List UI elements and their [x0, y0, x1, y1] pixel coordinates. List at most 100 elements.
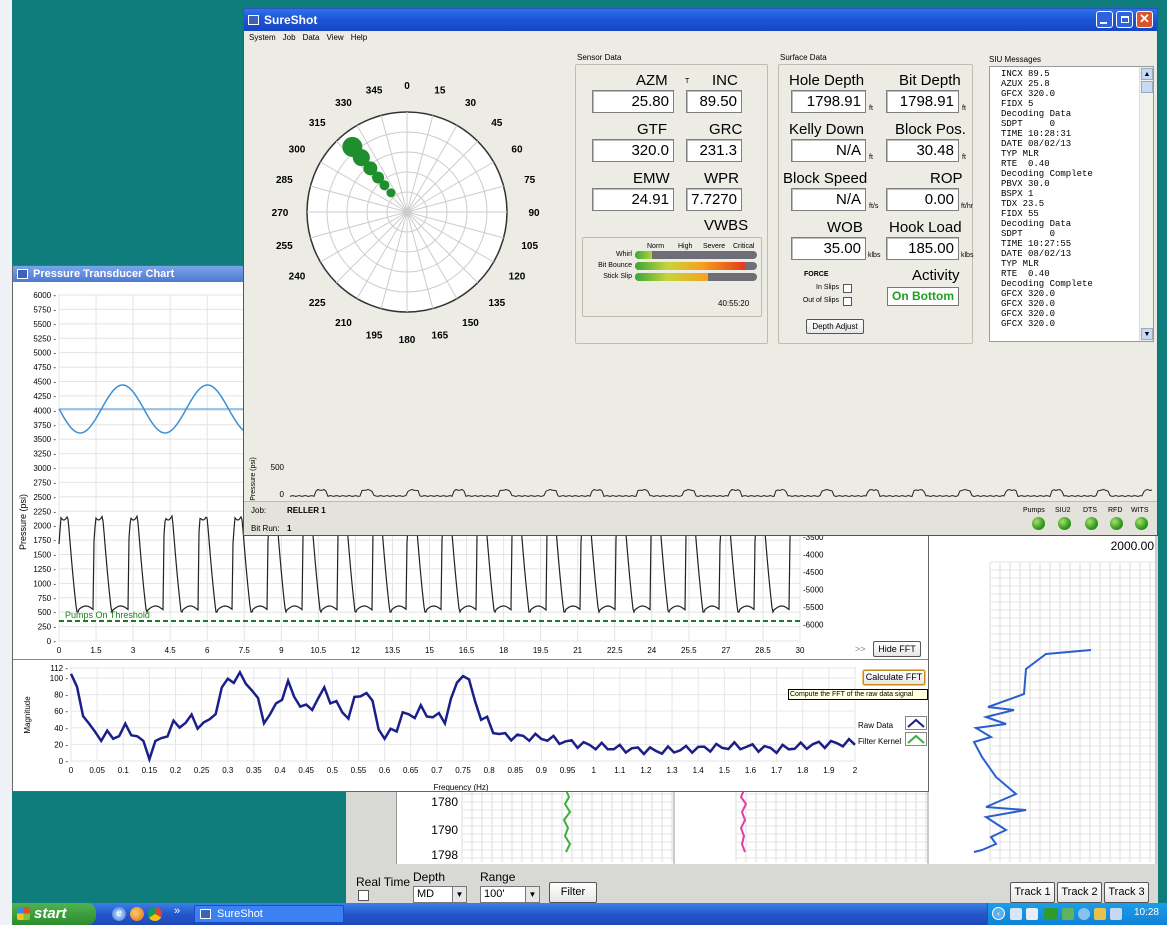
inc-value: 89.50 — [686, 90, 742, 113]
firefox-icon[interactable] — [130, 907, 144, 921]
track3-button[interactable]: Track 3 — [1104, 882, 1149, 903]
ptc-right-tick: -5500 — [803, 603, 824, 612]
menu-system[interactable]: System — [249, 33, 276, 42]
calculate-fft-button[interactable]: Calculate FFT — [863, 670, 925, 685]
inc-label: INC — [712, 72, 738, 89]
ptc-ytick: 5250 - — [33, 334, 56, 343]
real-time-label: Real Time — [356, 875, 411, 889]
fft-xtick: 0.45 — [298, 766, 314, 775]
scroll-up-button[interactable]: ▲ — [1141, 68, 1153, 80]
hole-depth-label: Hole Depth — [789, 72, 865, 89]
range-select-value: 100' — [484, 888, 505, 900]
bit-run-label: Bit Run: — [251, 524, 280, 533]
ptc-ytick: 0 - — [47, 637, 57, 646]
start-button[interactable]: start — [12, 903, 96, 925]
threshold-label: Pumps On Threshold — [65, 610, 150, 620]
siu-text: INCX 89.5 AZUX 25.8 GFCX 320.0 FIDX 5 De… — [1001, 69, 1093, 329]
sureshot-window: SureShot ✕ System Job Data View Help 0 15… — [243, 8, 1158, 536]
ptc-xtick: 24 — [647, 646, 656, 655]
job-label: Job: — [251, 506, 267, 515]
fft-ytick: 100 - — [50, 674, 69, 683]
surface-data-title: Surface Data — [780, 53, 827, 62]
maximize-button[interactable] — [1116, 11, 1133, 28]
out-of-slips-checkbox[interactable] — [843, 297, 852, 306]
track1-button[interactable]: Track 1 — [1010, 882, 1055, 903]
ptc-xtick: 1.5 — [90, 646, 102, 655]
ptc-ytick: 1000 - — [33, 579, 56, 588]
range-select[interactable]: 100' ▼ — [480, 886, 540, 903]
tray-expand-icon[interactable]: ‹ — [992, 907, 1005, 920]
dts-led — [1085, 517, 1098, 530]
depth-select[interactable]: MD ▼ — [413, 886, 467, 903]
hook-load-unit: klbs — [961, 252, 974, 259]
siu-scrollbar[interactable]: ▲ ▼ — [1139, 67, 1153, 341]
update-icon[interactable] — [1078, 908, 1090, 920]
bit-depth-value: 1798.91 — [886, 90, 959, 113]
fft-xtick: 0.2 — [170, 766, 182, 775]
ptc-ytick: 3000 - — [33, 464, 56, 473]
vwbs-col-severe: Severe — [703, 243, 726, 250]
grc-label: GRC — [709, 121, 743, 138]
monitor-icon[interactable] — [1110, 908, 1122, 920]
ptc-xtick: 30 — [796, 646, 805, 655]
network-icon[interactable] — [1010, 908, 1022, 920]
compass-label: 150 — [462, 318, 479, 329]
fft-ytick: 0 - — [59, 757, 69, 766]
taskbar-task-sureshot[interactable]: SureShot — [194, 905, 344, 923]
depth-adjust-button[interactable]: Depth Adjust — [806, 319, 864, 334]
sureshot-titlebar[interactable]: SureShot ✕ — [244, 9, 1157, 31]
fft-ytick: 40 - — [54, 724, 68, 733]
compass-label: 210 — [335, 318, 352, 329]
ptc-xtick: 4.5 — [165, 646, 177, 655]
menu-job[interactable]: Job — [282, 33, 296, 42]
chrome-icon[interactable] — [148, 907, 162, 921]
vwbs-title: VWBS — [704, 217, 749, 234]
vwbs-fill — [635, 273, 709, 281]
app-icon — [200, 909, 211, 919]
compass-spoke — [310, 211, 408, 239]
track2-button[interactable]: Track 2 — [1057, 882, 1102, 903]
ie-icon[interactable]: e — [112, 907, 126, 921]
rop-value: 0.00 — [886, 188, 959, 211]
minimize-button[interactable] — [1096, 11, 1113, 28]
tool-icon[interactable] — [1094, 908, 1106, 920]
menu-help[interactable]: Help — [350, 33, 368, 42]
real-time-checkbox[interactable] — [358, 890, 369, 901]
compass-label: 285 — [276, 175, 293, 186]
legend-raw-data-swatch — [905, 716, 927, 730]
scroll-down-button[interactable]: ▼ — [1141, 328, 1153, 340]
fft-tooltip: Compute the FFT of the raw data signal — [788, 689, 928, 700]
toolface-dot — [386, 188, 396, 198]
volume-icon[interactable] — [1026, 908, 1038, 920]
filter-button[interactable]: Filter — [549, 882, 597, 903]
ptc-xtick: 13.5 — [385, 646, 401, 655]
track2-curve — [739, 789, 748, 853]
menu-view[interactable]: View — [326, 33, 344, 42]
led-label-wits: WITS — [1131, 507, 1149, 514]
antivirus-icon[interactable] — [1044, 908, 1058, 920]
expand-arrow[interactable]: >> — [855, 644, 866, 654]
fft-xtick: 1 — [591, 766, 596, 775]
compass-spoke — [406, 115, 434, 213]
compass-label: 135 — [488, 298, 505, 309]
pumps-led — [1032, 517, 1045, 530]
vwbs-bar-bit-bounce — [635, 262, 757, 270]
strip-tick-500: 500 — [271, 463, 285, 472]
fft-xtick: 0.05 — [89, 766, 105, 775]
compass-spoke — [406, 140, 479, 213]
in-slips-checkbox[interactable] — [843, 284, 852, 293]
fft-ylabel: Magnitude — [23, 696, 32, 734]
sensor-data-group — [575, 64, 768, 344]
hide-fft-button[interactable]: Hide FFT — [873, 641, 921, 657]
ptc-ytick: 5000 - — [33, 349, 56, 358]
fft-xtick: 0.15 — [142, 766, 158, 775]
task-label: SureShot — [217, 908, 263, 920]
chart-tray-icon[interactable] — [1062, 908, 1074, 920]
quicklaunch-more[interactable]: » — [174, 905, 181, 917]
scroll-thumb[interactable] — [1141, 81, 1153, 93]
vwbs-bar-whirl — [635, 251, 757, 259]
menu-data[interactable]: Data — [302, 33, 320, 42]
clock[interactable]: 10:28 — [1133, 907, 1159, 918]
close-button[interactable]: ✕ — [1136, 11, 1153, 28]
ptc-xtick: 16.5 — [459, 646, 475, 655]
